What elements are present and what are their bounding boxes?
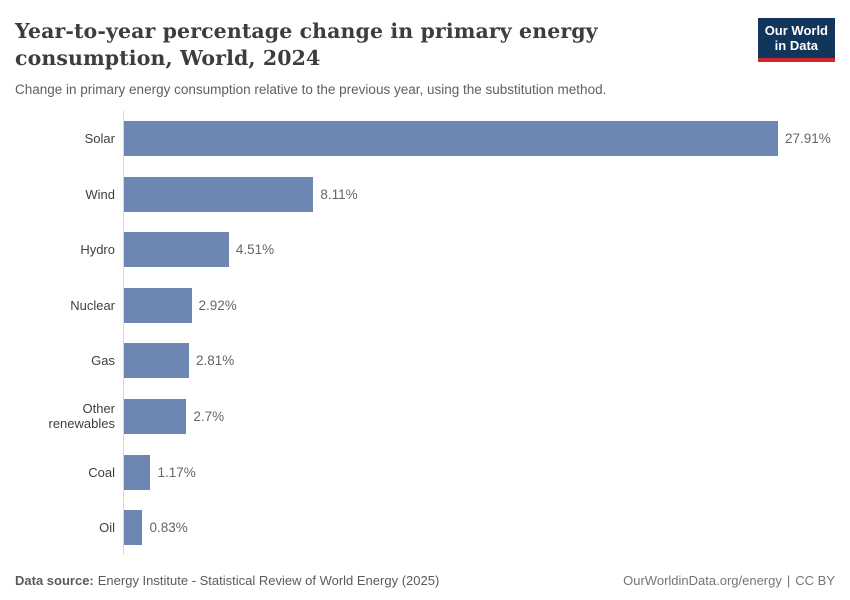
category-label-solar: Solar (84, 130, 115, 146)
bar-area-wind: 8.11% (123, 166, 835, 222)
bar-row-nuclear: Nuclear 2.92% (15, 277, 835, 333)
bar-row-oil: Oil 0.83% (15, 500, 835, 556)
bar-row-hydro: Hydro 4.51% (15, 222, 835, 278)
bar-area-gas: 2.81% (123, 333, 835, 389)
owid-logo[interactable]: Our World in Data (757, 18, 835, 62)
bar-solar[interactable] (123, 120, 778, 156)
category-label-other-renewables: Other renewables (48, 401, 116, 432)
data-source-text: Energy Institute - Statistical Review of… (97, 573, 440, 588)
value-label-wind: 8.11% (320, 186, 358, 202)
category-label-coal: Coal (88, 464, 115, 480)
category-label-wind: Wind (85, 186, 115, 202)
bar-row-gas: Gas 2.81% (15, 333, 835, 389)
bar-row-other-renewables: Other renewables 2.7% (15, 389, 835, 445)
bar-hydro[interactable] (123, 232, 229, 268)
chart-header: Year-to-year percentage change in primar… (15, 18, 835, 99)
bar-wind[interactable] (123, 176, 314, 212)
header-text: Year-to-year percentage change in primar… (15, 18, 745, 99)
bar-gas[interactable] (123, 343, 189, 379)
chart-title: Year-to-year percentage change in primar… (15, 19, 598, 71)
value-label-hydro: 4.51% (235, 242, 275, 258)
owid-logo-line2: in Data (774, 38, 819, 54)
bar-row-coal: Coal 1.17% (15, 444, 835, 500)
footer-links: OurWorldinData.org/energy | CC BY (623, 573, 835, 588)
bar-other-renewables[interactable] (123, 398, 187, 434)
bar-nuclear[interactable] (123, 287, 192, 323)
bar-area-nuclear: 2.92% (123, 277, 835, 333)
value-label-oil: 0.83% (149, 520, 188, 536)
chart-footer: Data source: Energy Institute - Statistic… (15, 567, 835, 588)
bar-area-other-renewables: 2.7% (123, 389, 835, 445)
bar-area-hydro: 4.51% (123, 222, 835, 278)
chart-subtitle: Change in primary energy consumption rel… (15, 82, 607, 98)
license-link[interactable]: CC BY (795, 573, 835, 588)
owid-logo-line1: Our World (764, 23, 828, 38)
bar-chart: Solar 27.91% Wind 8.11% Hydro 4.51% Nuclear 2.9… (15, 110, 835, 556)
bar-coal[interactable] (123, 454, 151, 490)
category-label-gas: Gas (91, 353, 115, 369)
bar-row-solar: Solar 27.91% (15, 111, 835, 167)
bar-area-oil: 0.83% (123, 500, 835, 556)
owid-url-link[interactable]: OurWorldinData.org/energy (623, 573, 782, 588)
footer-separator: | (786, 573, 791, 588)
data-source-label: Data source: (15, 573, 94, 588)
bar-area-coal: 1.17% (123, 444, 835, 500)
bar-oil[interactable] (123, 510, 143, 546)
bar-area-solar: 27.91% (123, 111, 835, 167)
data-source: Data source: Energy Institute - Statistic… (15, 573, 439, 588)
bar-row-wind: Wind 8.11% (15, 166, 835, 222)
value-label-solar: 27.91% (785, 130, 831, 146)
value-label-gas: 2.81% (195, 353, 235, 369)
value-label-coal: 1.17% (157, 464, 196, 480)
y-axis-line (123, 110, 124, 556)
value-label-other-renewables: 2.7% (193, 408, 225, 424)
category-label-oil: Oil (99, 520, 115, 536)
category-label-nuclear: Nuclear (70, 297, 115, 313)
category-label-hydro: Hydro (80, 242, 115, 258)
value-label-nuclear: 2.92% (198, 297, 237, 313)
